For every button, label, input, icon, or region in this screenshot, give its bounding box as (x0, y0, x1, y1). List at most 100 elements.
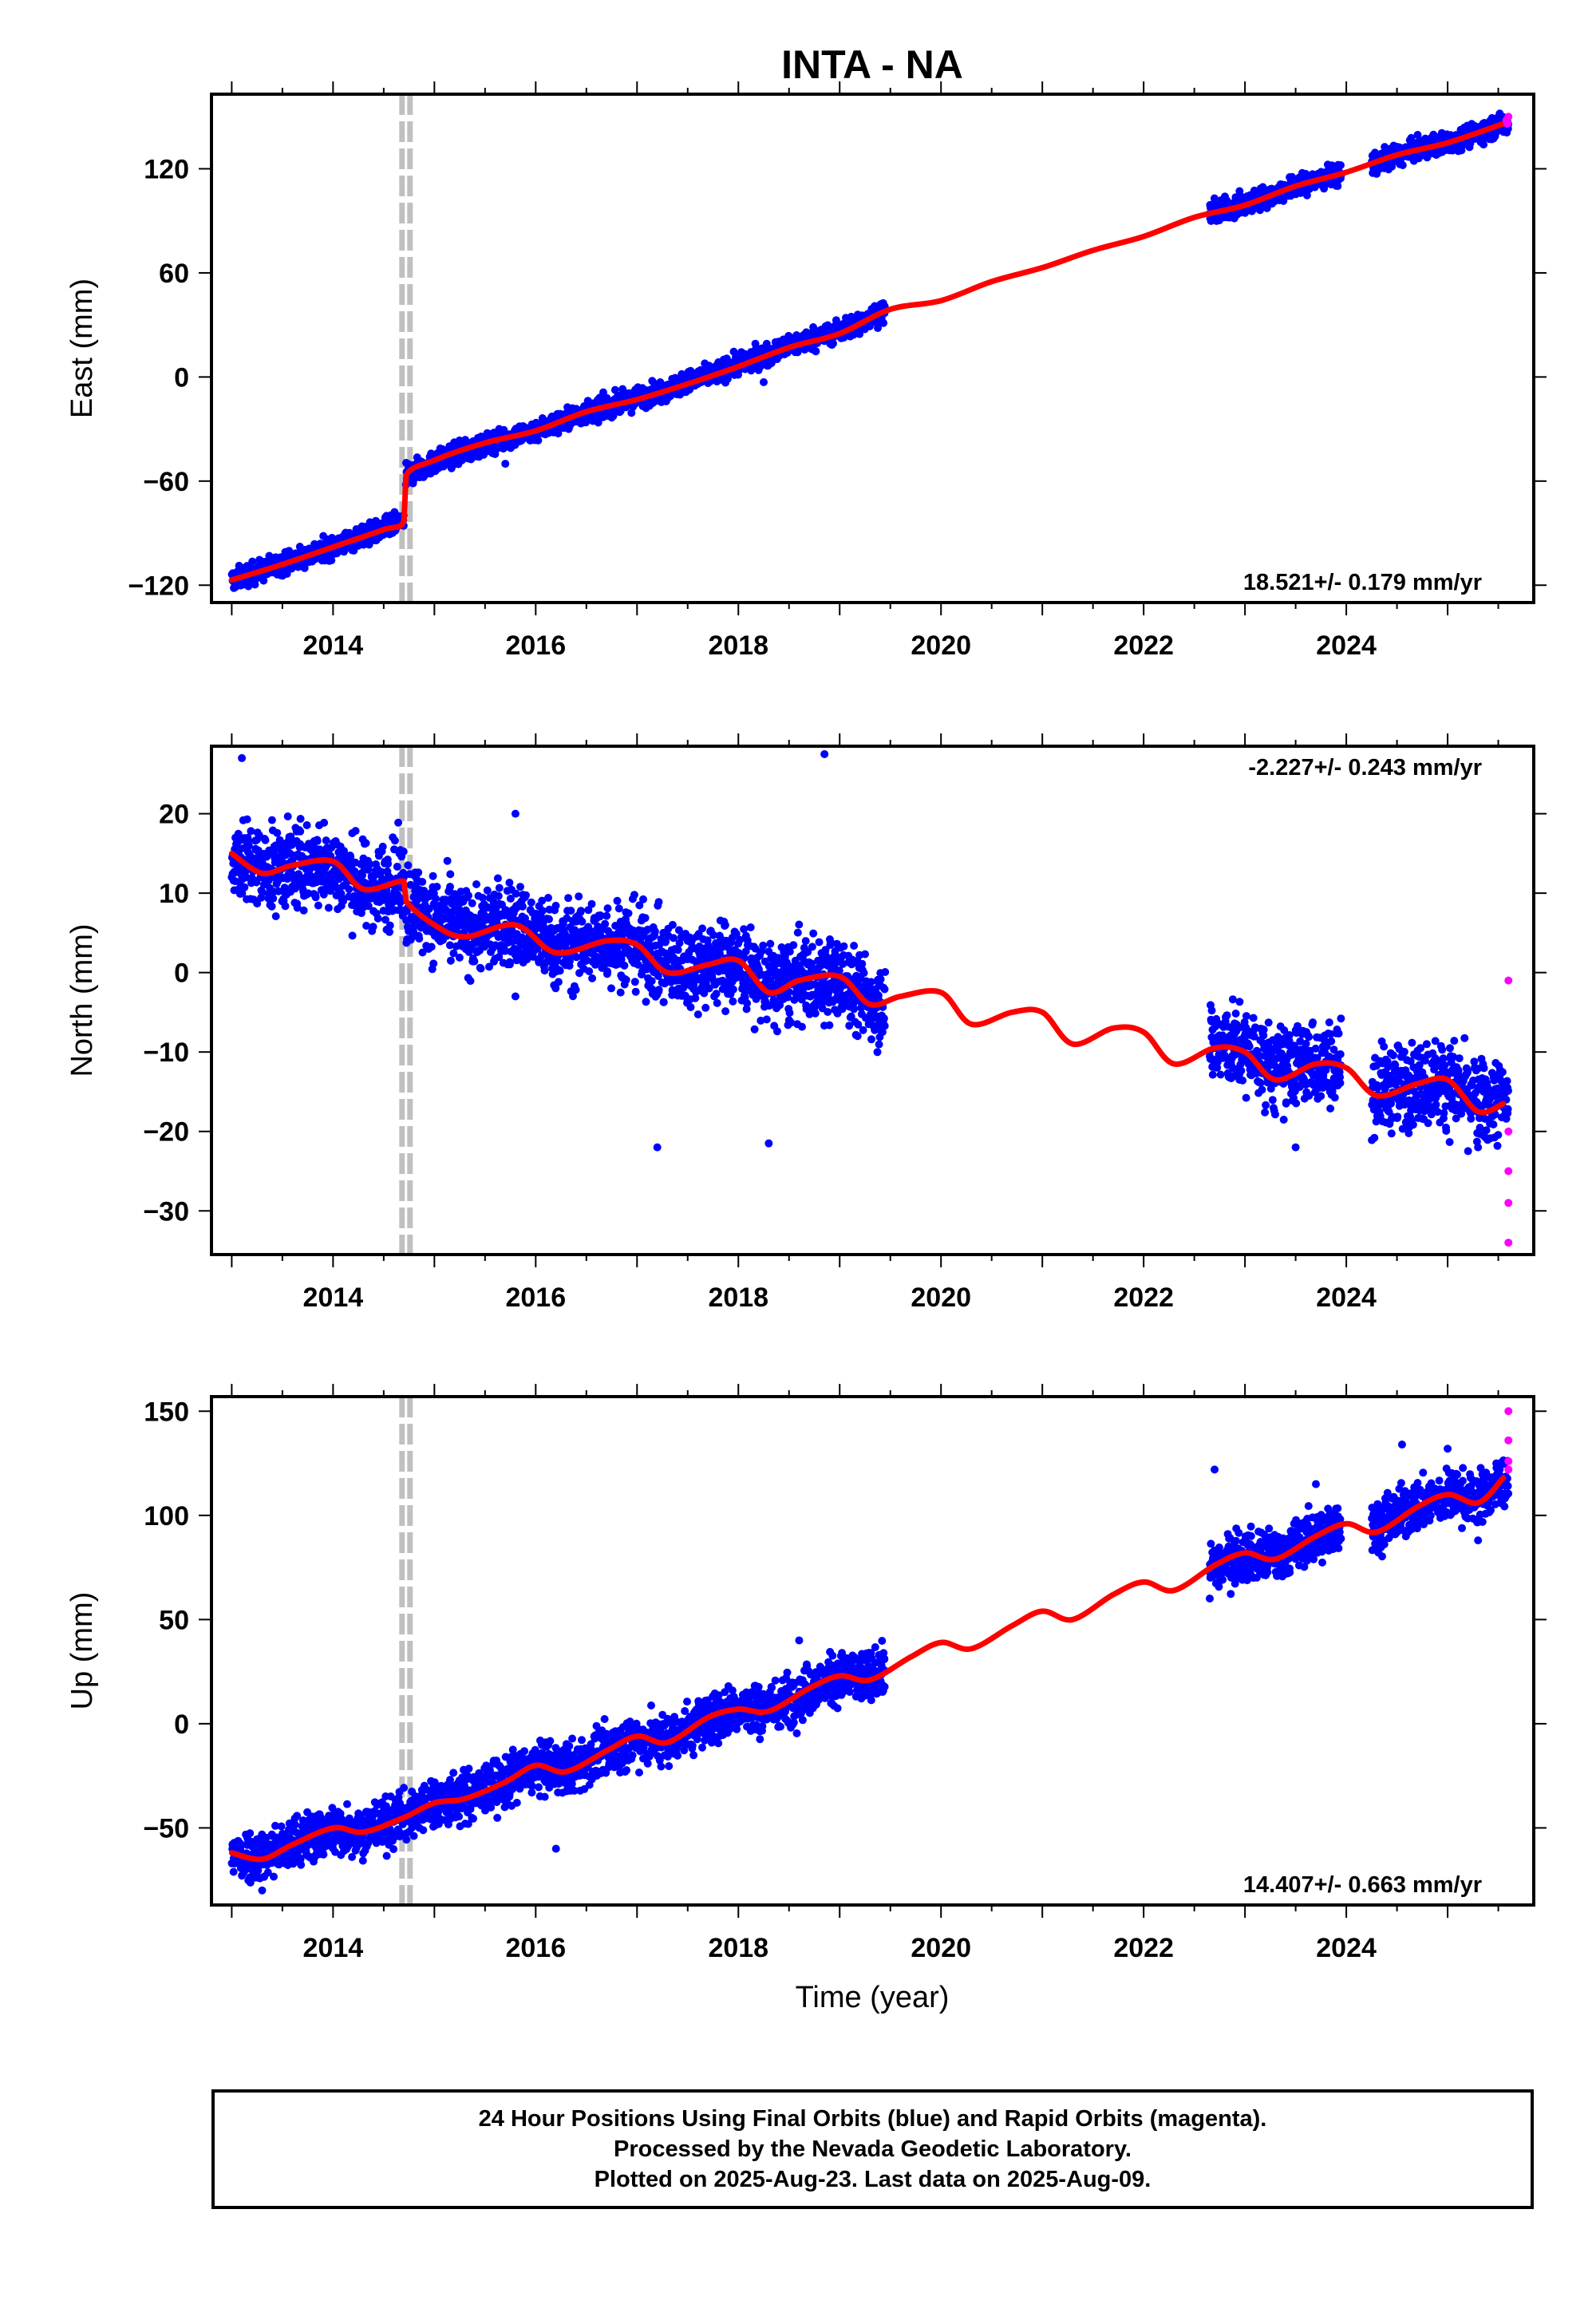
north-data-point (302, 821, 311, 829)
east-x-tick-label: 2014 (303, 630, 364, 661)
east-y-tick-label: 120 (144, 154, 189, 184)
north-data-point (311, 893, 320, 902)
north-data-point (575, 892, 583, 901)
north-data-point (512, 889, 520, 898)
north-y-tick-label: −30 (143, 1196, 189, 1227)
east-y-tick-label: 60 (159, 259, 189, 289)
north-data-point (345, 885, 354, 894)
north-data-point (811, 1009, 820, 1018)
north-data-point (286, 832, 295, 841)
east-y-axis-title: East (mm) (65, 279, 99, 418)
north-data-point (505, 879, 514, 887)
east-x-tick-label: 2022 (1113, 630, 1174, 661)
north-data-point (466, 977, 475, 986)
north-data-point (243, 815, 251, 824)
east-y-tick-label: −120 (128, 571, 189, 601)
panel-north: 2014 2016 2018 2020 2022 2024−30−20−1001020No… (65, 733, 1547, 1313)
north-data-point (472, 880, 480, 888)
north-data-point (616, 988, 625, 997)
east-data-point (829, 339, 837, 348)
north-data-point (361, 839, 370, 848)
north-data-point (493, 874, 502, 883)
north-data-point (601, 919, 610, 928)
north-data-point (385, 927, 393, 936)
north-x-tick-label: 2014 (303, 1282, 364, 1313)
north-y-tick-label: −20 (143, 1117, 189, 1148)
east-outlier-point (501, 460, 510, 468)
north-data-point (238, 889, 247, 898)
north-x-tick-label: 2022 (1113, 1282, 1174, 1313)
north-data-point (427, 943, 436, 951)
north-data-point (641, 914, 650, 923)
north-data-point (518, 933, 526, 942)
north-data-point (808, 943, 816, 951)
north-data-point (569, 992, 577, 1001)
north-x-tick-label: 2020 (911, 1282, 971, 1313)
north-data-point (773, 1027, 781, 1036)
panels: 2014 2016 2018 2020 2022 2024−120−60060120Eas… (65, 81, 1547, 1963)
north-data-point (631, 987, 640, 996)
east-y-tick-label: −60 (143, 467, 189, 497)
north-data-point (798, 1022, 806, 1031)
north-data-point (470, 957, 479, 966)
north-data-point (603, 904, 612, 913)
north-data-point (446, 883, 454, 891)
north-data-point (577, 907, 585, 915)
north-data-point (607, 984, 615, 993)
north-data-point (253, 899, 262, 908)
north-data-point (364, 902, 373, 911)
north-data-point (373, 914, 382, 923)
north-data-point (540, 966, 549, 975)
east-data-point (1235, 187, 1244, 196)
north-data-point (537, 951, 546, 959)
north-data-point (588, 974, 597, 982)
north-data-point (809, 929, 818, 938)
north-data-point (584, 906, 593, 915)
north-data-point (247, 827, 255, 836)
north-data-point (433, 883, 441, 891)
north-data-point (322, 836, 330, 845)
north-data-point (587, 899, 596, 908)
north-data-point (346, 852, 355, 861)
north-data-point (385, 921, 394, 930)
north-data-point (369, 923, 377, 931)
north-data-point (566, 957, 574, 966)
north-data-point (234, 829, 243, 838)
north-data-point (464, 891, 472, 900)
north-y-tick-label: 0 (174, 958, 189, 989)
north-data-point (418, 948, 427, 957)
north-data-point (446, 870, 455, 879)
north-data-point (578, 917, 587, 926)
north-data-point (240, 883, 249, 891)
north-final-orbit-points (227, 749, 1512, 1156)
north-data-point (378, 842, 387, 851)
north-data-point (801, 937, 810, 946)
east-data-point (534, 436, 543, 445)
north-data-point (442, 906, 450, 915)
north-data-point (358, 871, 366, 879)
north-data-point (654, 986, 663, 994)
north-data-point (386, 874, 395, 883)
north-data-point (259, 888, 267, 897)
north-data-point (554, 978, 563, 986)
north-data-point (506, 895, 515, 903)
north-data-point (506, 960, 514, 969)
north-data-point (293, 903, 302, 912)
north-data-point (283, 812, 292, 820)
north-data-point (750, 1025, 759, 1034)
north-data-point (443, 856, 452, 865)
north-data-point (271, 912, 280, 921)
north-data-point (567, 907, 575, 915)
north-data-point (390, 836, 399, 845)
north-data-point (418, 878, 427, 886)
east-data-point (327, 556, 336, 565)
north-data-point (296, 815, 305, 823)
north-data-point (429, 871, 437, 880)
north-data-point (299, 906, 308, 915)
north-data-point (766, 939, 775, 948)
north-data-point (261, 836, 270, 844)
north-y-tick-label: −10 (143, 1037, 189, 1068)
north-data-point (429, 959, 438, 968)
north-data-point (538, 907, 547, 915)
